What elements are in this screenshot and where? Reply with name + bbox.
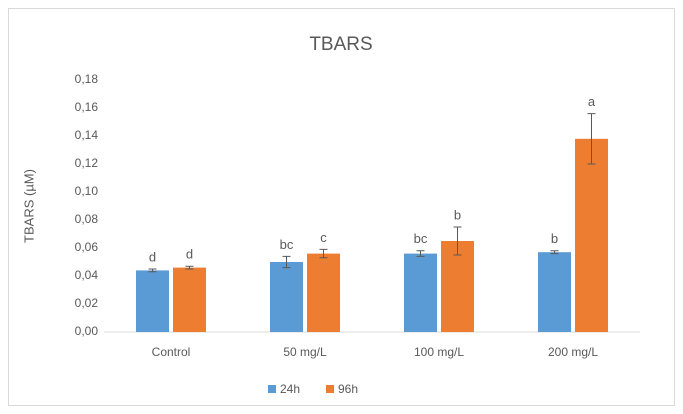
bar — [575, 138, 608, 332]
legend-label: 24h — [280, 382, 300, 396]
x-tick-label: 50 mg/L — [283, 345, 327, 359]
error-bar — [185, 265, 194, 270]
annotation: b — [454, 207, 461, 222]
y-axis-label: TBARS (µM) — [21, 169, 36, 243]
chart-title: TBARS — [309, 34, 372, 55]
legend-swatch — [326, 385, 334, 393]
error-bar — [587, 113, 596, 165]
error-bar — [148, 268, 157, 273]
error-bar — [319, 248, 328, 259]
y-tick-label: 0,16 — [75, 100, 99, 114]
bar — [173, 267, 206, 332]
y-tick-label: 0,04 — [75, 268, 99, 282]
x-tick-label: 200 mg/L — [548, 345, 598, 359]
error-bar — [416, 250, 425, 257]
annotation: bc — [414, 231, 428, 246]
chart-border — [8, 8, 675, 406]
annotation: d — [149, 249, 156, 264]
annotation: c — [320, 230, 327, 245]
y-tick-label: 0,10 — [75, 184, 99, 198]
y-tick-label: 0,12 — [75, 156, 99, 170]
x-tick-label: 100 mg/L — [414, 345, 464, 359]
bar — [307, 253, 340, 332]
y-tick-label: 0,08 — [75, 212, 99, 226]
y-tick-label: 0,06 — [75, 240, 99, 254]
bar — [441, 241, 474, 332]
annotation: d — [186, 247, 193, 262]
bar — [404, 253, 437, 332]
annotation: b — [551, 231, 558, 246]
y-tick-label: 0,18 — [75, 72, 99, 86]
y-tick-label: 0,00 — [75, 324, 99, 338]
error-bar — [282, 255, 291, 269]
bar — [270, 262, 303, 332]
x-tick-label: Control — [152, 345, 191, 359]
error-bar — [550, 250, 559, 255]
error-bar — [453, 226, 462, 256]
annotation: a — [588, 94, 596, 109]
y-tick-label: 0,02 — [75, 296, 99, 310]
y-tick-label: 0,14 — [75, 128, 99, 142]
legend-swatch — [268, 385, 276, 393]
annotation: bc — [280, 237, 294, 252]
bar — [136, 270, 169, 332]
legend-label: 96h — [338, 382, 358, 396]
bar — [538, 252, 571, 332]
